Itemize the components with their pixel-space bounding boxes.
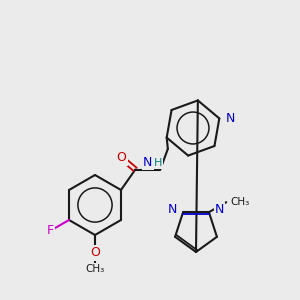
- Text: CH₃: CH₃: [230, 197, 250, 207]
- Text: H: H: [154, 158, 162, 167]
- Text: F: F: [46, 224, 53, 238]
- Text: CH₃: CH₃: [85, 264, 105, 274]
- Text: N: N: [225, 112, 235, 125]
- Text: N: N: [215, 203, 224, 216]
- Text: O: O: [90, 247, 100, 260]
- Text: N: N: [143, 156, 152, 169]
- Text: O: O: [117, 152, 127, 164]
- Text: N: N: [168, 203, 177, 216]
